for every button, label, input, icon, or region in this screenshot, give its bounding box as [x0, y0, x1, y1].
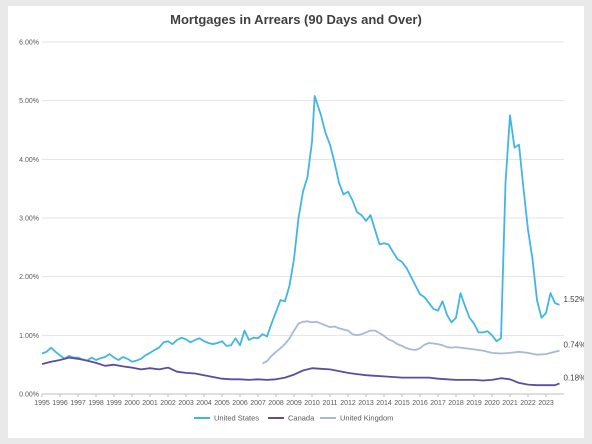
- legend: United States Canada United Kingdom: [194, 414, 393, 423]
- end-label-0: 1.52%: [564, 295, 585, 304]
- x-tick-label: 2009: [286, 400, 302, 407]
- x-tick-label: 1996: [52, 400, 68, 407]
- x-tick-label: 2011: [322, 400, 337, 407]
- x-axis-ticks: 1995 1996 1997 1998 1999 2000 2001 2002 2003 2004…: [34, 394, 554, 407]
- x-tick-label: 1997: [70, 400, 86, 407]
- x-tick-label: 2015: [394, 400, 410, 407]
- x-tick-label: 2008: [268, 400, 284, 407]
- x-tick-label: 2003: [178, 400, 194, 407]
- end-labels: 1.52% 0.18% 0.74%: [564, 295, 585, 383]
- x-tick-label: 2001: [142, 400, 158, 407]
- y-tick-label: 3.00%: [19, 216, 39, 223]
- chart-title: Mortgages in Arrears (90 Days and Over): [170, 12, 422, 27]
- x-tick-label: 1995: [34, 400, 50, 407]
- x-tick-label: 2018: [448, 400, 464, 407]
- legend-label-2: United Kingdom: [340, 414, 393, 423]
- y-tick-label: 4.00%: [19, 157, 39, 164]
- series-lines: [41, 95, 560, 387]
- chart-frame: Mortgages in Arrears (90 Days and Over) …: [8, 6, 584, 438]
- x-tick-label: 2004: [196, 400, 212, 407]
- x-tick-label: 2005: [214, 400, 230, 407]
- y-tick-label: 6.00%: [19, 40, 39, 47]
- line-chart: Mortgages in Arrears (90 Days and Over) …: [19, 12, 585, 423]
- x-tick-label: 2016: [412, 400, 428, 407]
- x-tick-label: 2000: [124, 400, 140, 407]
- x-tick-label: 2014: [376, 400, 392, 407]
- x-tick-label: 2006: [232, 400, 248, 407]
- x-tick-label: 2021: [502, 400, 518, 407]
- x-tick-label: 2022: [520, 400, 536, 407]
- x-tick-label: 2013: [358, 400, 374, 407]
- y-tick-label: 5.00%: [19, 98, 39, 105]
- x-tick-label: 2002: [160, 400, 176, 407]
- y-tick-label: 1.00%: [19, 333, 39, 340]
- x-tick-label: 1998: [88, 400, 104, 407]
- x-tick-label: 2020: [484, 400, 500, 407]
- x-tick-label: 2010: [304, 400, 320, 407]
- end-label-2: 0.74%: [564, 341, 585, 350]
- x-tick-label: 2007: [250, 400, 266, 407]
- y-tick-label: 0.00%: [19, 392, 39, 399]
- x-tick-label: 2019: [466, 400, 482, 407]
- series-line-0: [41, 95, 560, 363]
- y-axis-ticks: 0.00% 1.00% 2.00% 3.00% 4.00% 5.00% 6.00%: [19, 40, 39, 399]
- legend-label-0: United States: [214, 414, 259, 423]
- end-label-1: 0.18%: [564, 373, 585, 382]
- series-line-2: [262, 320, 560, 365]
- gridlines: [42, 41, 564, 395]
- x-tick-label: 2017: [430, 400, 446, 407]
- x-tick-label: 2012: [340, 400, 356, 407]
- series-line-1: [41, 356, 560, 387]
- x-tick-label: 1999: [106, 400, 122, 407]
- y-tick-label: 2.00%: [19, 274, 39, 281]
- legend-label-1: Canada: [288, 414, 315, 423]
- x-tick-label: 2023: [538, 400, 554, 407]
